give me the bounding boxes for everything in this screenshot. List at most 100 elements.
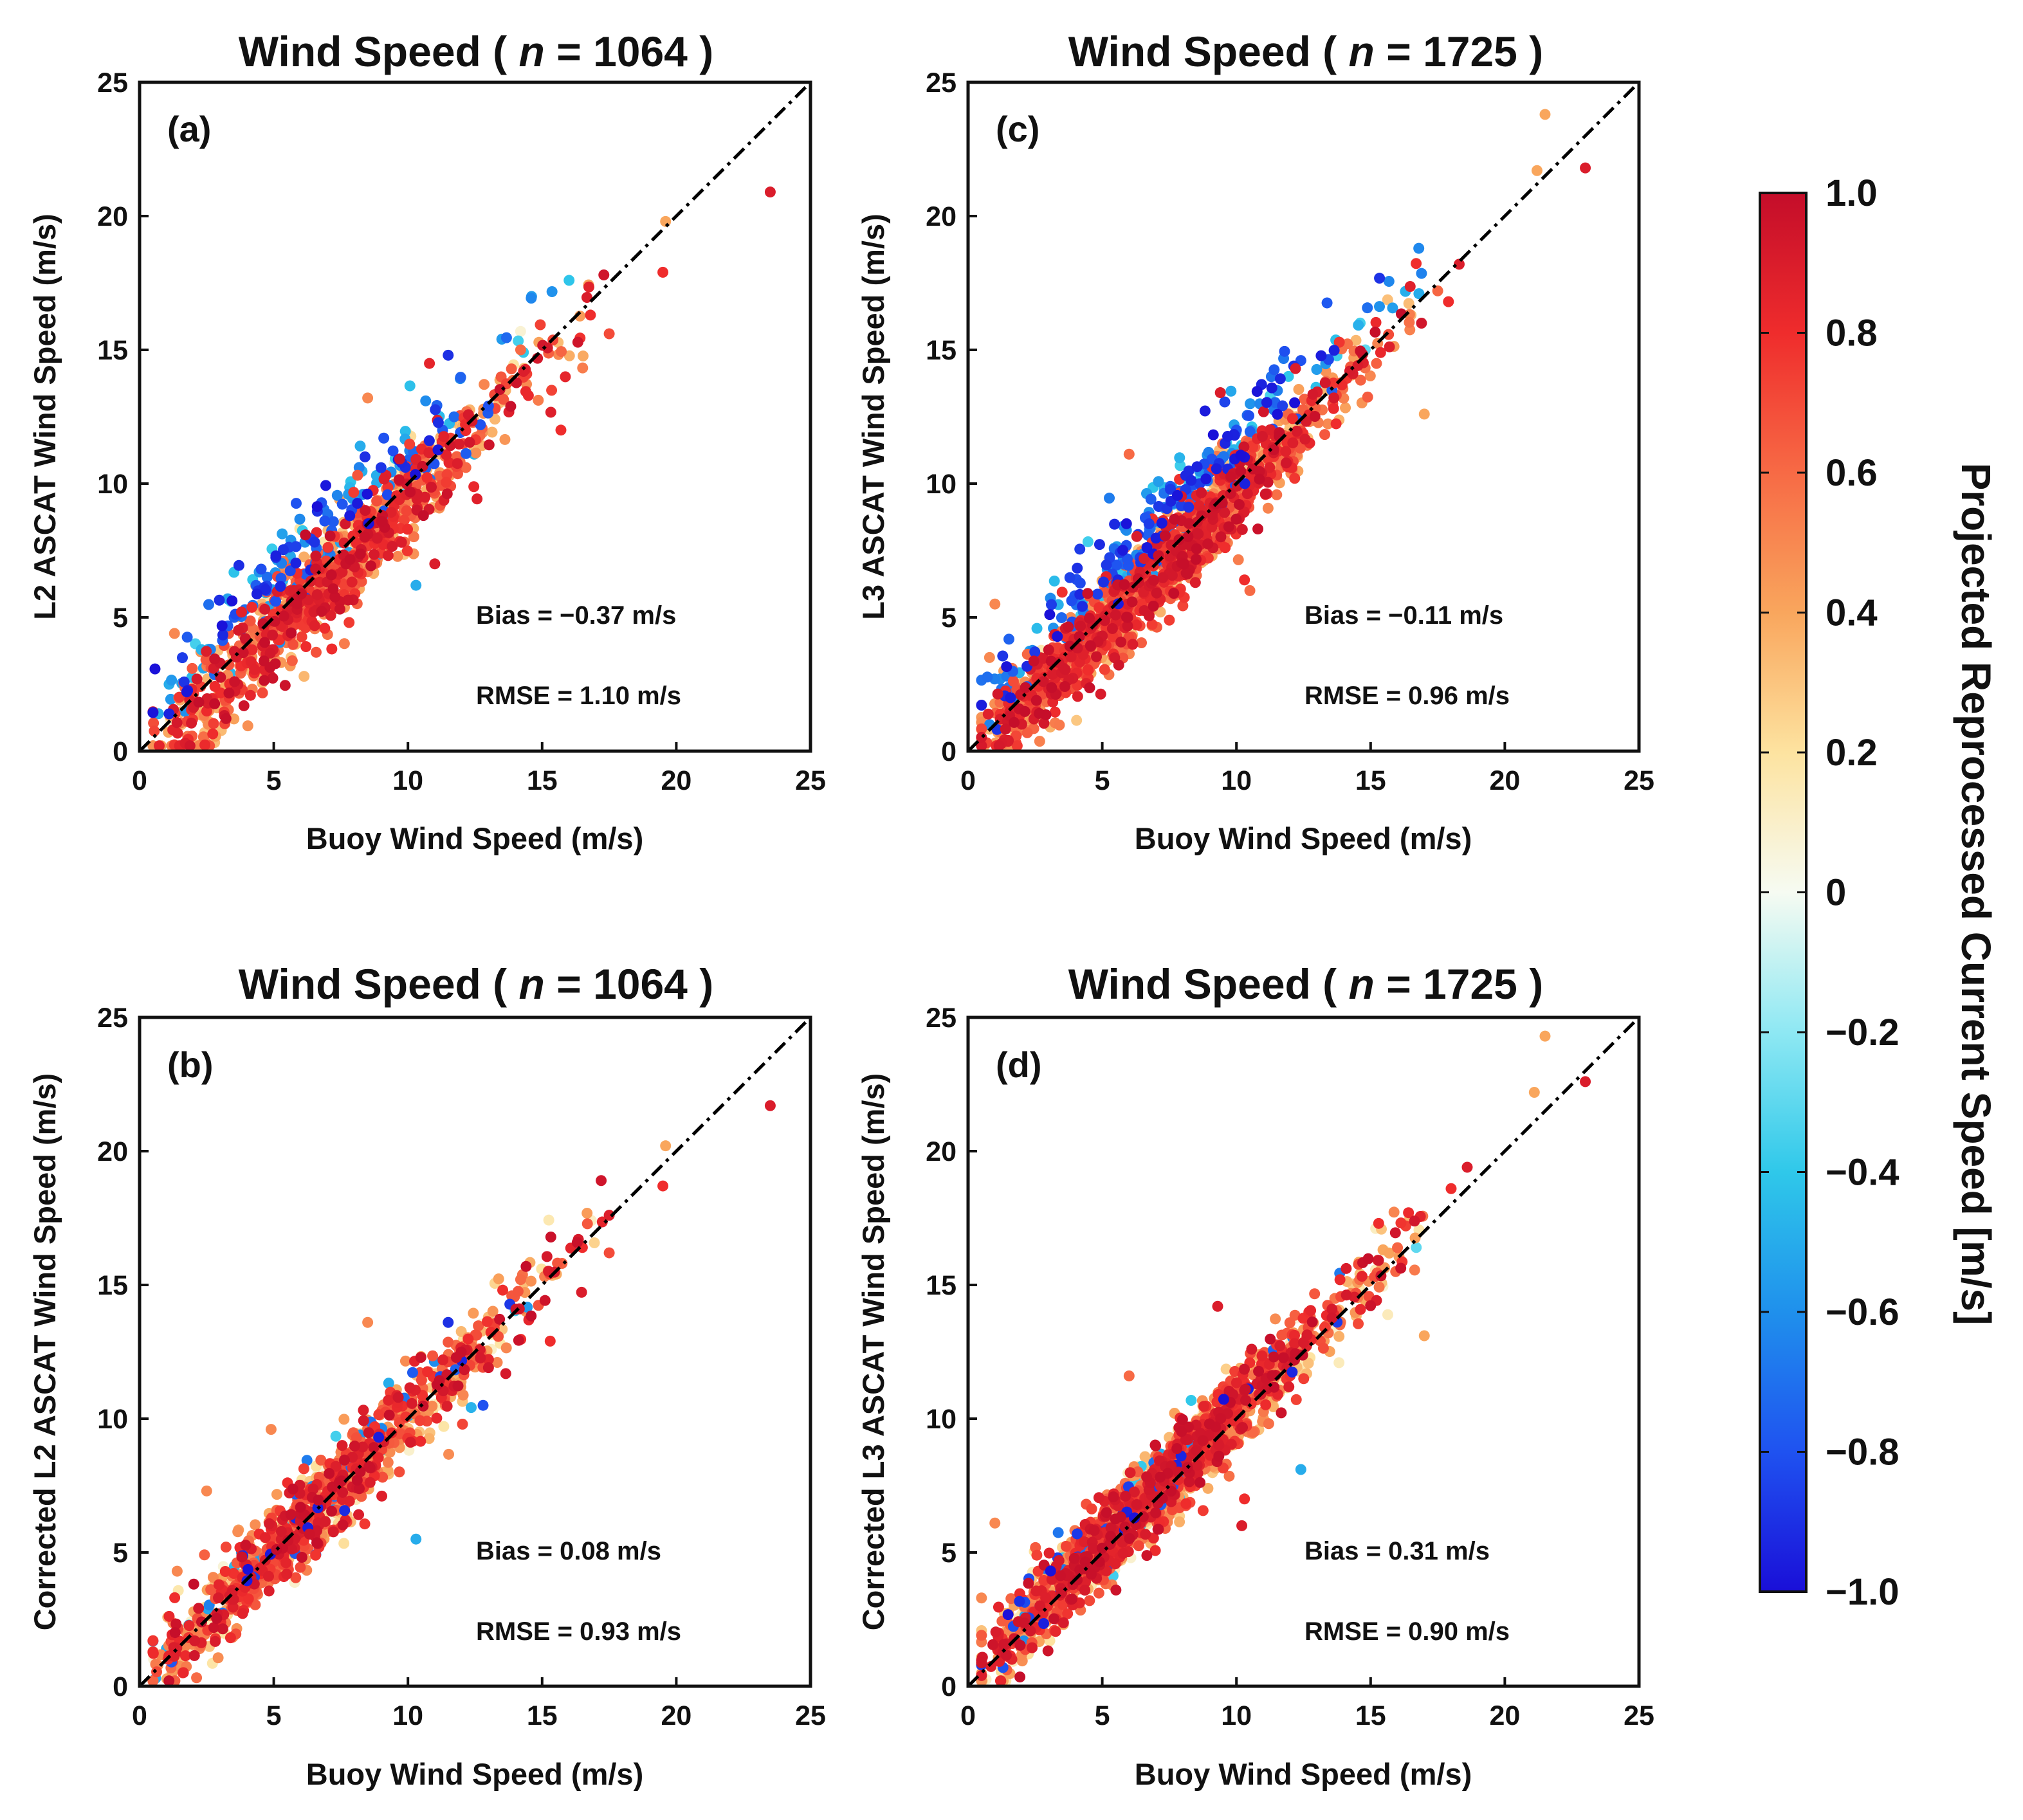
panel-a-point xyxy=(154,740,165,752)
panel-c-point xyxy=(1265,424,1276,435)
panel-b-point xyxy=(539,1295,551,1306)
panel-c-point xyxy=(1307,388,1319,400)
panel-b-point xyxy=(581,1208,593,1219)
panel-a-point xyxy=(371,495,383,507)
panel-b-point xyxy=(383,1394,394,1406)
panel-c-point xyxy=(1168,588,1180,599)
panel-d-point xyxy=(1384,1247,1395,1259)
panel-a-point xyxy=(500,332,512,343)
panel-b-point xyxy=(513,1334,524,1346)
panel-c-point xyxy=(1287,437,1299,449)
panel-c-point xyxy=(1119,579,1130,590)
panel-b-point xyxy=(243,1563,254,1575)
panel-b-one-to-one-line xyxy=(138,1016,812,1688)
panel-c-point xyxy=(1107,631,1119,642)
panel-a-point xyxy=(545,406,556,418)
panel-a-point xyxy=(494,384,506,396)
panel-d-point xyxy=(1185,1394,1197,1406)
panel-c-point xyxy=(1145,493,1157,505)
panel-a-xtick: 25 xyxy=(795,765,826,796)
panel-a-point xyxy=(401,505,412,516)
panel-c-point xyxy=(1235,466,1247,477)
panel-c-point xyxy=(1215,531,1227,543)
panel-b-point xyxy=(189,1635,201,1646)
panel-c-point xyxy=(1355,345,1366,357)
panel-a-point xyxy=(338,638,350,650)
panel-d-point xyxy=(976,1592,987,1604)
panel-b-point xyxy=(237,1608,248,1619)
panel-c-point xyxy=(1054,719,1065,731)
panel-c-x-ticks: 0 5 10 15 20 25 xyxy=(960,742,1654,796)
panel-c-point xyxy=(976,740,987,752)
panel-b-point xyxy=(358,1405,369,1416)
panel-b-point xyxy=(415,1352,426,1363)
panel-b-point xyxy=(473,1320,484,1332)
panel-a-points xyxy=(147,187,776,752)
panel-a-point xyxy=(405,486,416,498)
panel-a-point xyxy=(200,654,212,666)
panel-a-point xyxy=(184,740,196,752)
panel-b-point xyxy=(657,1180,669,1192)
panel-c-point xyxy=(1330,418,1342,430)
panel-b-point xyxy=(259,1532,271,1543)
panel-c-point xyxy=(1328,378,1339,389)
panel-b-point xyxy=(263,1570,275,1582)
panel-c-point xyxy=(1289,473,1301,484)
panel-b-point xyxy=(438,1421,450,1432)
panel-c-point xyxy=(1175,460,1186,471)
panel-a-ytick: 15 xyxy=(97,335,128,366)
panel-a-point xyxy=(278,610,289,622)
panel-d-point xyxy=(1139,1451,1151,1462)
panel-a-point xyxy=(410,579,422,591)
panel-c-point xyxy=(1049,706,1061,718)
panel-a-point xyxy=(382,550,394,561)
panel-b-point xyxy=(596,1175,607,1187)
panel-a-point xyxy=(191,673,203,685)
panel-b-xtick: 0 xyxy=(132,1700,147,1731)
panel-c: Wind Speed ( n = 1725 ) 0 5 10 15 20 25 … xyxy=(856,28,1654,855)
panel-b-point xyxy=(310,1549,322,1561)
panel-b-point xyxy=(169,1627,181,1639)
panel-d-point xyxy=(1409,1264,1420,1276)
panel-a-point xyxy=(201,646,212,657)
panel-b-point xyxy=(357,1441,369,1453)
panel-b-point xyxy=(147,1635,159,1646)
panel-b-point xyxy=(285,1509,297,1520)
panel-b-xtick: 5 xyxy=(266,1700,282,1731)
panel-c-point xyxy=(1321,297,1333,309)
panel-a-xtick: 10 xyxy=(392,765,423,796)
panel-a-point xyxy=(220,713,232,724)
panel-b-point xyxy=(224,1632,236,1644)
panel-b-point xyxy=(405,1437,416,1448)
panel-c-point xyxy=(1281,457,1292,469)
panel-a-point xyxy=(394,453,405,465)
panel-c-point xyxy=(1375,347,1386,358)
panel-a-point xyxy=(311,589,323,601)
panel-c-y-ticks: 0 5 10 15 20 25 xyxy=(926,68,977,767)
panel-c-point xyxy=(1413,242,1425,254)
panel-b-point xyxy=(354,1466,366,1478)
panel-c-point xyxy=(1044,609,1056,621)
panel-d-point xyxy=(1303,1358,1314,1369)
panel-a-point xyxy=(149,663,161,675)
panel-d-title: Wind Speed ( n = 1725 ) xyxy=(1068,960,1543,1008)
panel-b-point xyxy=(364,1477,376,1488)
panel-a-point xyxy=(460,448,471,459)
panel-b-point xyxy=(212,1652,224,1664)
panel-a-point xyxy=(166,675,178,686)
panel-a-point xyxy=(396,536,407,548)
panel-c-ytick: 20 xyxy=(926,201,957,232)
panel-b-point xyxy=(362,1316,374,1328)
panel-b-ytick: 20 xyxy=(97,1136,128,1167)
panel-a-point xyxy=(513,335,524,347)
panel-b-point xyxy=(254,1563,266,1574)
panel-c-point xyxy=(1072,691,1083,702)
panel-b-point xyxy=(466,1402,477,1414)
panel-a-point xyxy=(432,444,444,456)
panel-a-bias: Bias = −0.37 m/s xyxy=(476,601,676,630)
panel-b-point xyxy=(271,1489,282,1500)
panel-a-point xyxy=(438,431,450,442)
panel-c-point xyxy=(1153,476,1164,487)
panel-c-point xyxy=(1082,588,1094,599)
panel-b-point xyxy=(199,1549,210,1561)
